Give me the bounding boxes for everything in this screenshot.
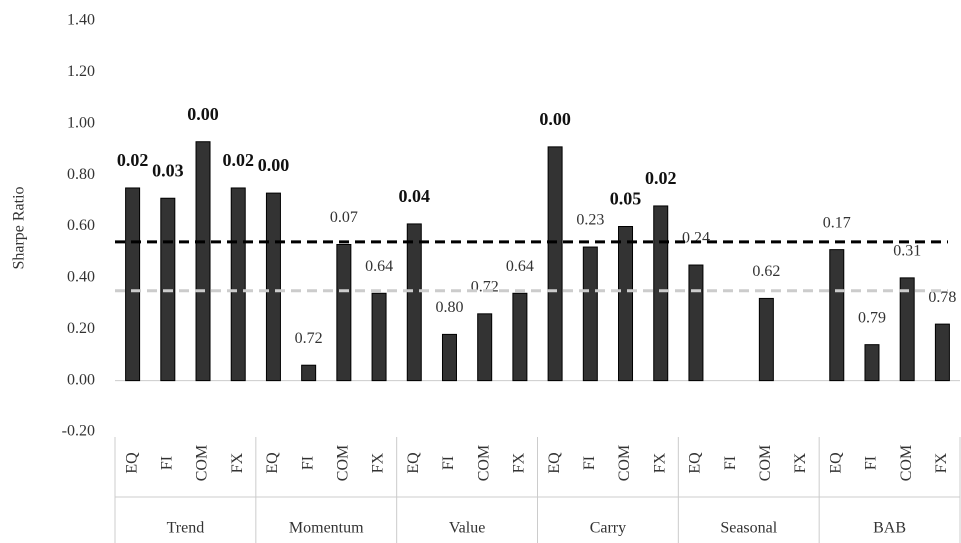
x-tick-label: FX (933, 452, 950, 473)
x-tick-label: FX (651, 452, 668, 473)
annotation-label: 0.03 (152, 160, 184, 180)
annotation-label: 0.17 (823, 214, 851, 231)
bar (653, 205, 669, 382)
x-tick-label: COM (475, 445, 492, 481)
x-tick-label: FI (722, 456, 739, 470)
annotation-label: 0.00 (258, 155, 290, 175)
bar (477, 313, 493, 382)
bar (195, 141, 211, 382)
annotation-label: 0.72 (471, 279, 499, 296)
y-axis-label: Sharpe Ratio (11, 186, 28, 269)
y-tick-label: 0.80 (67, 166, 95, 183)
y-tick-label: 0.60 (67, 217, 95, 234)
bar (265, 192, 281, 382)
annotation-label: 0.80 (435, 299, 463, 316)
x-tick-label: FI (440, 456, 457, 470)
bar (899, 277, 915, 382)
annotation-label: 0.31 (893, 243, 921, 260)
y-tick-label: -0.20 (62, 423, 95, 440)
annotation-label: 0.02 (222, 150, 254, 170)
y-tick-label: 1.40 (67, 12, 95, 29)
x-tick-label: EQ (123, 452, 140, 474)
annotation-label: 0.64 (365, 258, 393, 275)
annotation-label: 0.05 (610, 189, 642, 209)
bar (336, 243, 352, 382)
annotation-label: 0.64 (506, 258, 534, 275)
x-tick-label: EQ (405, 452, 422, 474)
x-tick-label: EQ (827, 452, 844, 474)
x-tick-label: FX (792, 452, 809, 473)
y-tick-label: 0.00 (67, 371, 95, 388)
y-tick-label: 1.00 (67, 114, 95, 131)
x-tick-label: EQ (546, 452, 563, 474)
y-tick-label: 1.20 (67, 63, 95, 80)
x-tick-label: COM (898, 445, 915, 481)
group-label: Value (449, 520, 485, 537)
y-tick-label: 0.20 (67, 320, 95, 337)
bar (301, 364, 317, 382)
x-tick-label: FX (229, 452, 246, 473)
x-tick-label: FI (299, 456, 316, 470)
annotation-label: 0.62 (752, 263, 780, 280)
bar (934, 323, 950, 382)
group-label: BAB (873, 520, 906, 537)
bar (547, 146, 563, 382)
x-tick-label: COM (194, 445, 211, 481)
x-tick-label: FX (370, 452, 387, 473)
x-tick-label: COM (757, 445, 774, 481)
group-label: Seasonal (720, 520, 777, 537)
bar (829, 249, 845, 382)
annotation-label: 0.79 (858, 309, 886, 326)
bar (230, 187, 246, 382)
x-tick-label: COM (335, 445, 352, 481)
x-tick-label: EQ (264, 452, 281, 474)
annotation-label: 0.07 (330, 209, 358, 226)
group-label: Carry (590, 520, 626, 537)
x-tick-label: FX (511, 452, 528, 473)
x-tick-label: FI (863, 456, 880, 470)
group-label: Trend (167, 520, 205, 537)
bar (618, 226, 634, 382)
bar (864, 344, 880, 382)
bar (582, 246, 598, 382)
annotation-label: 0.00 (539, 109, 571, 129)
bar (406, 223, 422, 382)
annotation-label: 0.04 (399, 186, 431, 206)
x-tick-label: FI (581, 456, 598, 470)
bar (688, 264, 704, 382)
annotation-label: 0.78 (928, 289, 956, 306)
y-tick-label: 0.40 (67, 269, 95, 286)
annotation-label: 0.02 (117, 150, 149, 170)
bar (125, 187, 141, 382)
annotation-label: 0.23 (576, 212, 604, 229)
bar (441, 333, 457, 382)
annotation-label: 0.72 (295, 330, 323, 347)
annotation-label: 0.24 (682, 230, 710, 247)
x-tick-label: EQ (687, 452, 704, 474)
x-tick-label: FI (158, 456, 175, 470)
bar (371, 292, 387, 382)
annotation-label: 0.00 (187, 104, 219, 124)
annotation-label: 0.02 (645, 168, 677, 188)
bar (512, 292, 528, 382)
x-tick-label: COM (616, 445, 633, 481)
group-label: Momentum (289, 520, 364, 537)
bar (758, 297, 774, 382)
